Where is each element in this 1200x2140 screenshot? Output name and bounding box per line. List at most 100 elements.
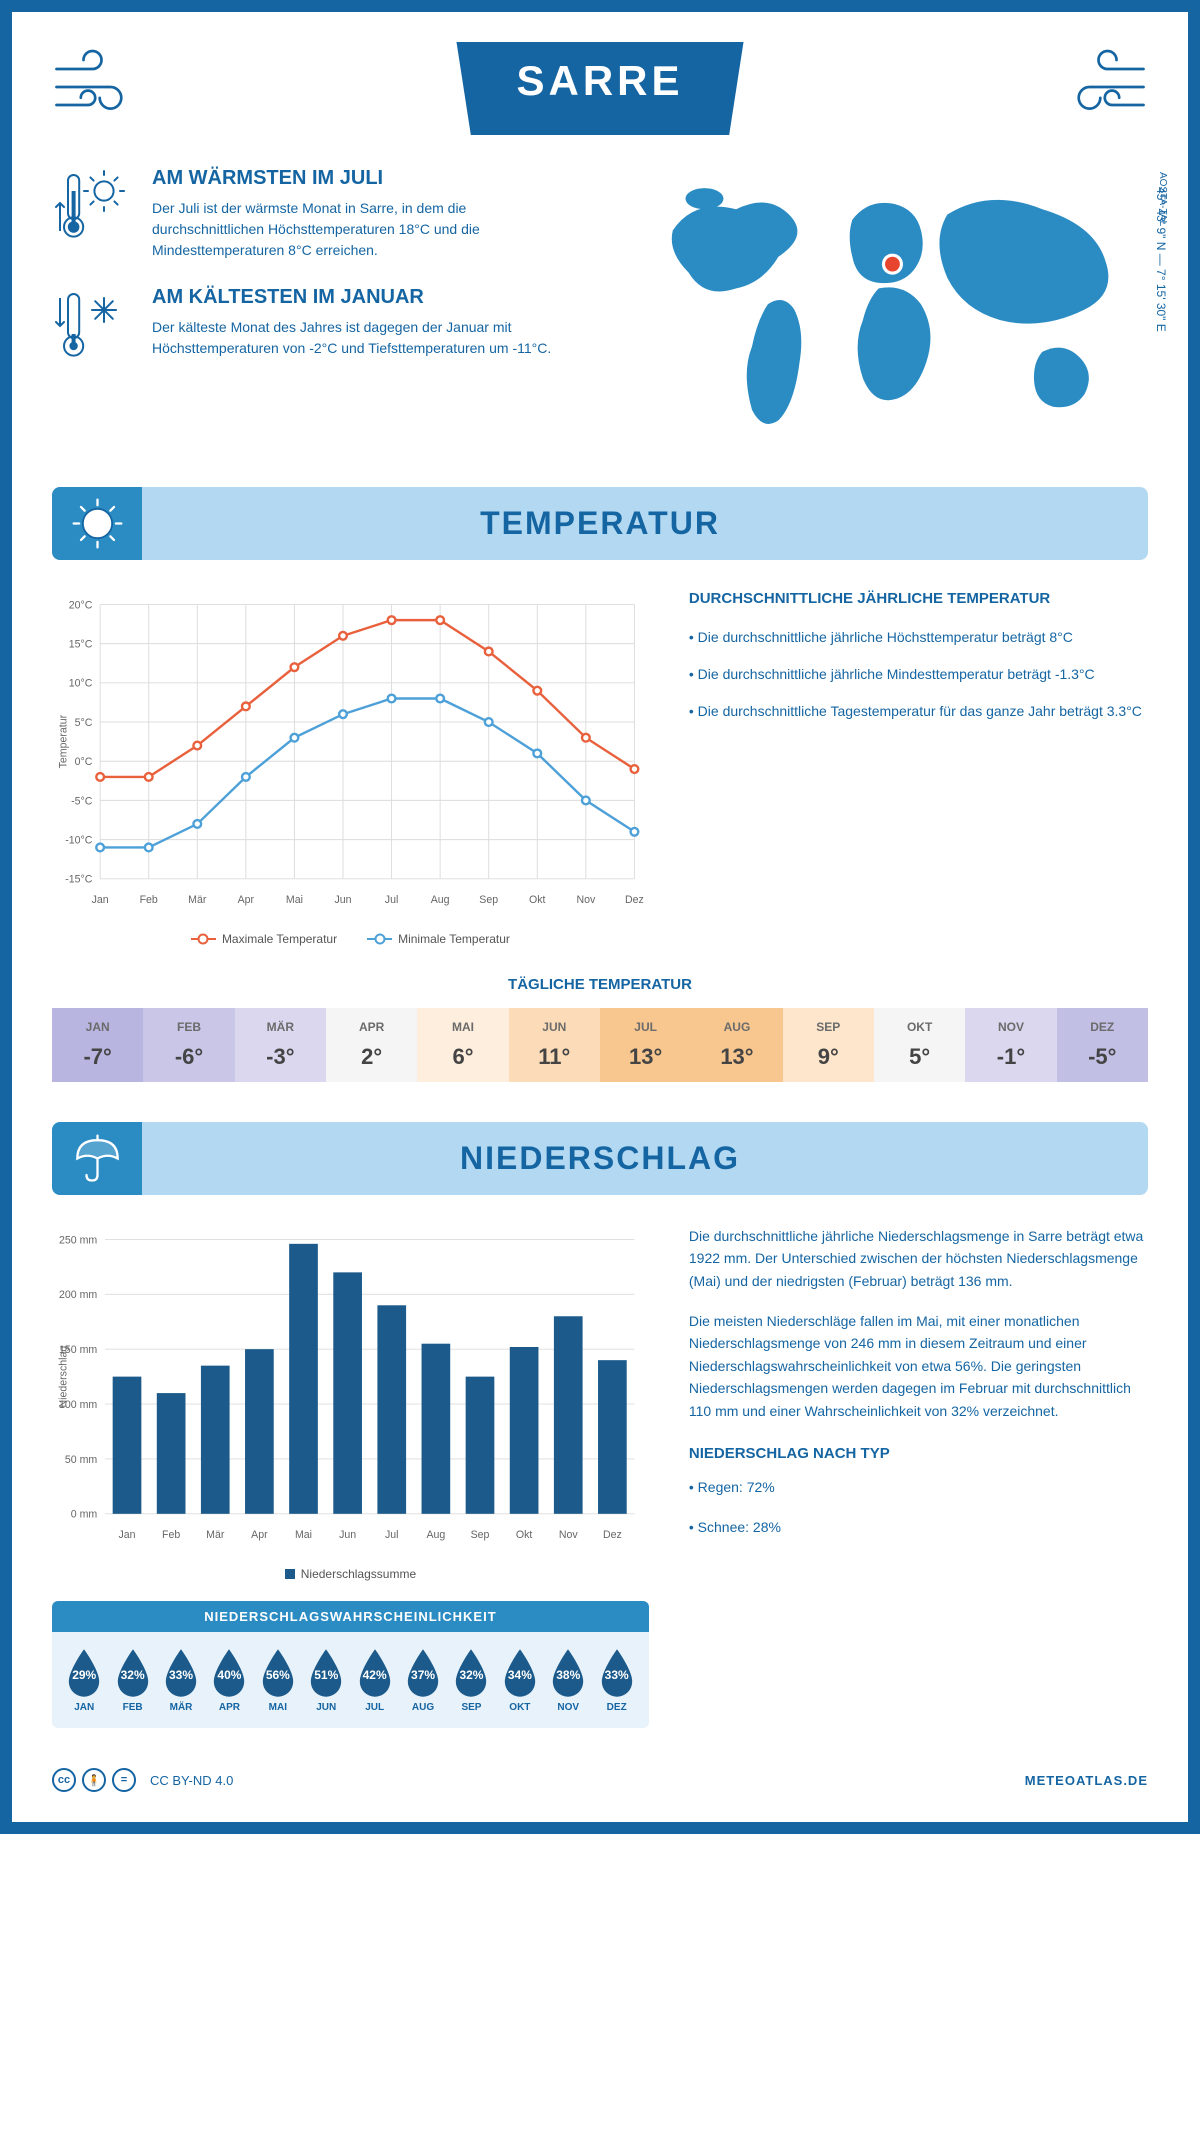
svg-text:Dez: Dez	[625, 893, 644, 905]
svg-text:Sep: Sep	[471, 1529, 490, 1541]
daily-cell: DEZ-5°	[1057, 1008, 1148, 1082]
svg-text:Niederschlag: Niederschlag	[57, 1346, 69, 1408]
daily-cell: JAN-7°	[52, 1008, 143, 1082]
license-badge: cc 🧍 = CC BY-ND 4.0	[52, 1768, 233, 1792]
daily-cell: OKT5°	[874, 1008, 965, 1082]
temp-bullet: • Die durchschnittliche jährliche Mindes…	[689, 662, 1148, 687]
svg-text:Feb: Feb	[162, 1529, 180, 1541]
precipitation-info: Die durchschnittliche jährliche Niedersc…	[689, 1225, 1148, 1728]
temperature-section-header: TEMPERATUR	[52, 487, 1148, 560]
daily-cell: JUN11°	[509, 1008, 600, 1082]
country-subtitle: ITALIEN	[516, 109, 683, 125]
svg-text:Mär: Mär	[188, 893, 207, 905]
svg-text:Okt: Okt	[529, 893, 546, 905]
precipitation-section-header: NIEDERSCHLAG	[52, 1122, 1148, 1195]
license-text: CC BY-ND 4.0	[150, 1773, 233, 1788]
probability-title: NIEDERSCHLAGSWAHRSCHEINLICHKEIT	[52, 1601, 649, 1632]
svg-text:Mai: Mai	[295, 1529, 312, 1541]
probability-item: 33%DEZ	[594, 1647, 638, 1713]
probability-item: 38%NOV	[546, 1647, 590, 1713]
daily-cell: JUL13°	[600, 1008, 691, 1082]
svg-text:Nov: Nov	[576, 893, 596, 905]
precipitation-legend: Niederschlagssumme	[52, 1567, 649, 1581]
thermometer-sun-icon	[52, 167, 132, 261]
svg-text:-10°C: -10°C	[65, 834, 93, 846]
temperature-title: TEMPERATUR	[52, 505, 1148, 542]
svg-text:Jun: Jun	[334, 893, 351, 905]
precip-paragraph: Die meisten Niederschläge fallen im Mai,…	[689, 1310, 1148, 1422]
svg-text:Mai: Mai	[286, 893, 303, 905]
warmest-text: Der Juli ist der wärmste Monat in Sarre,…	[152, 198, 580, 261]
svg-text:Okt: Okt	[516, 1529, 533, 1541]
wind-icon-right	[1058, 42, 1148, 137]
svg-text:200 mm: 200 mm	[59, 1289, 97, 1301]
probability-item: 37%AUG	[401, 1647, 445, 1713]
umbrella-icon	[52, 1122, 142, 1195]
svg-text:Dez: Dez	[603, 1529, 622, 1541]
svg-text:Nov: Nov	[559, 1529, 579, 1541]
svg-text:Sep: Sep	[479, 893, 498, 905]
temperature-chart: -15°C-10°C-5°C0°C5°C10°C15°C20°CJanFebMä…	[52, 590, 649, 946]
precip-type-item: • Schnee: 28%	[689, 1516, 1148, 1538]
precipitation-title: NIEDERSCHLAG	[52, 1140, 1148, 1177]
svg-text:Jan: Jan	[92, 893, 109, 905]
coldest-fact: AM KÄLTESTEN IM JANUAR Der kälteste Mona…	[52, 286, 580, 371]
coldest-text: Der kälteste Monat des Jahres ist dagege…	[152, 317, 580, 359]
warmest-title: AM WÄRMSTEN IM JULI	[152, 167, 580, 190]
temperature-info: DURCHSCHNITTLICHE JÄHRLICHE TEMPERATUR •…	[689, 590, 1148, 946]
daily-cell: APR2°	[326, 1008, 417, 1082]
svg-text:Jul: Jul	[385, 893, 399, 905]
svg-text:Jul: Jul	[385, 1529, 399, 1541]
page-title: SARRE	[516, 57, 683, 105]
svg-text:15°C: 15°C	[69, 638, 93, 650]
probability-item: 32%SEP	[449, 1647, 493, 1713]
daily-cell: MÄR-3°	[235, 1008, 326, 1082]
svg-text:50 mm: 50 mm	[65, 1454, 98, 1466]
probability-item: 56%MAI	[256, 1647, 300, 1713]
probability-box: NIEDERSCHLAGSWAHRSCHEINLICHKEIT 29%JAN32…	[52, 1601, 649, 1728]
precip-paragraph: Die durchschnittliche jährliche Niedersc…	[689, 1225, 1148, 1292]
daily-cell: MAI6°	[417, 1008, 508, 1082]
probability-item: 34%OKT	[498, 1647, 542, 1713]
nd-icon: =	[112, 1768, 136, 1792]
svg-text:Temperatur: Temperatur	[57, 714, 69, 768]
sun-icon	[52, 487, 142, 560]
svg-text:5°C: 5°C	[75, 716, 93, 728]
daily-cell: NOV-1°	[965, 1008, 1056, 1082]
temp-info-title: DURCHSCHNITTLICHE JÄHRLICHE TEMPERATUR	[689, 590, 1148, 607]
svg-text:Aug: Aug	[431, 893, 450, 905]
wind-icon-left	[52, 42, 142, 137]
probability-item: 29%JAN	[62, 1647, 106, 1713]
temp-bullet: • Die durchschnittliche jährliche Höchst…	[689, 625, 1148, 650]
svg-text:Apr: Apr	[251, 1529, 268, 1541]
header: SARRE ITALIEN	[52, 42, 1148, 137]
site-name: METEOATLAS.DE	[1025, 1773, 1148, 1788]
daily-cell: SEP9°	[783, 1008, 874, 1082]
probability-item: 32%FEB	[110, 1647, 154, 1713]
svg-text:250 mm: 250 mm	[59, 1234, 97, 1246]
probability-item: 51%JUN	[304, 1647, 348, 1713]
svg-text:Jan: Jan	[118, 1529, 135, 1541]
daily-cell: AUG13°	[691, 1008, 782, 1082]
infographic-frame: SARRE ITALIEN AM WÄRMSTEN IM JULI Der Ju…	[0, 0, 1200, 1834]
svg-text:0 mm: 0 mm	[71, 1509, 98, 1521]
daily-temp-title: TÄGLICHE TEMPERATUR	[52, 976, 1148, 993]
svg-text:Apr: Apr	[238, 893, 255, 905]
svg-text:Jun: Jun	[339, 1529, 356, 1541]
svg-text:-5°C: -5°C	[71, 795, 93, 807]
precip-type-item: • Regen: 72%	[689, 1476, 1148, 1498]
svg-text:-15°C: -15°C	[65, 873, 93, 885]
warmest-fact: AM WÄRMSTEN IM JULI Der Juli ist der wär…	[52, 167, 580, 261]
probability-item: 42%JUL	[352, 1647, 396, 1713]
world-map: AOSTA-TAL 45° 43' 9" N — 7° 15' 30" E	[620, 167, 1148, 447]
footer: cc 🧍 = CC BY-ND 4.0 METEOATLAS.DE	[52, 1768, 1148, 1792]
svg-text:0°C: 0°C	[75, 756, 93, 768]
thermometer-snow-icon	[52, 286, 132, 371]
svg-text:Mär: Mär	[206, 1529, 225, 1541]
daily-cell: FEB-6°	[143, 1008, 234, 1082]
precipitation-chart: 0 mm50 mm100 mm150 mm200 mm250 mmJanFebM…	[52, 1225, 649, 1581]
temperature-legend: Maximale Temperatur Minimale Temperatur	[52, 932, 649, 946]
probability-item: 33%MÄR	[159, 1647, 203, 1713]
svg-text:Feb: Feb	[140, 893, 158, 905]
facts-row: AM WÄRMSTEN IM JULI Der Juli ist der wär…	[52, 167, 1148, 447]
